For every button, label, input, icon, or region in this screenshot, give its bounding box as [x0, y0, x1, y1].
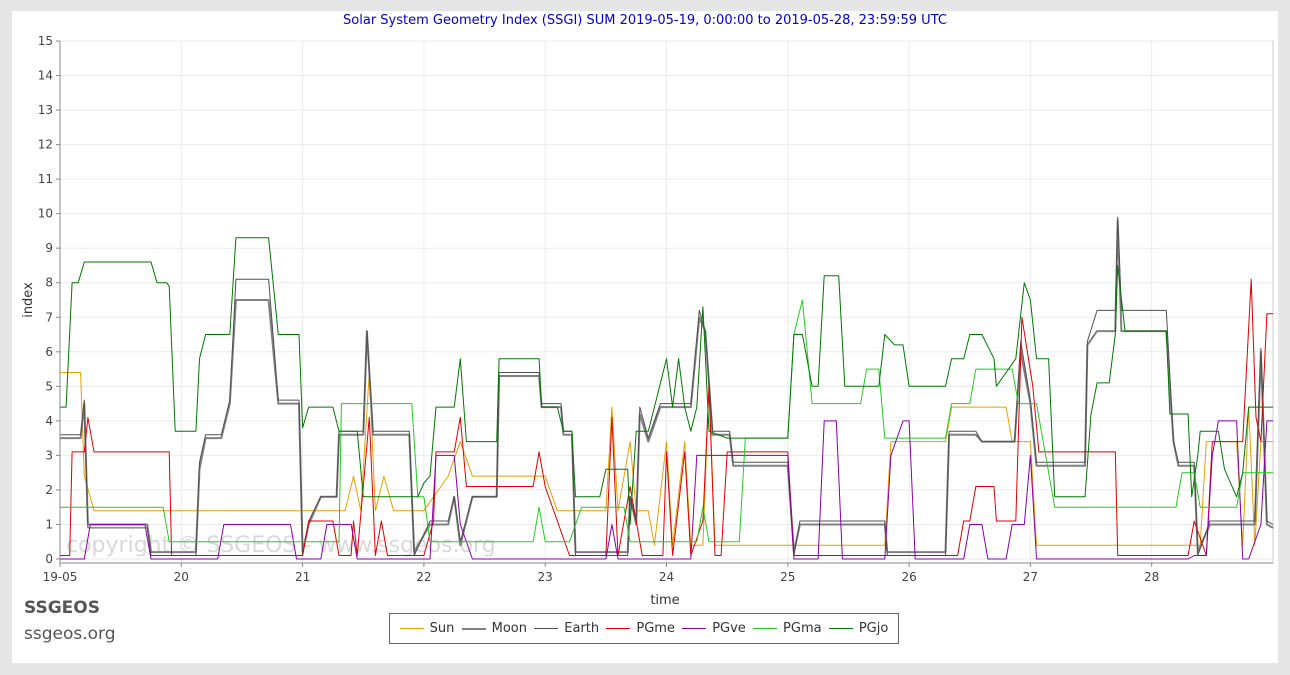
brand-url[interactable]: ssgeos.org	[24, 624, 116, 644]
x-tick-label: 20	[174, 570, 189, 584]
x-tick-label: 23	[538, 570, 553, 584]
y-tick-label: 12	[38, 138, 53, 152]
y-tick-label: 10	[38, 207, 53, 221]
x-tick-label: 26	[901, 570, 916, 584]
legend-swatch	[399, 628, 424, 629]
x-axis-title: time	[650, 593, 679, 608]
y-tick-label: 6	[45, 345, 53, 359]
x-tick-label: 19-05	[43, 570, 78, 584]
legend-item-moon: Moon	[461, 621, 527, 636]
chart-panel	[12, 11, 1278, 663]
chart-title: Solar System Geometry Index (SSGI) SUM 2…	[343, 13, 947, 28]
y-tick-label: 1	[45, 517, 53, 531]
legend-label: PGme	[636, 621, 675, 636]
x-tick-label: 24	[659, 570, 674, 584]
y-tick-label: 4	[45, 414, 53, 428]
legend-label: PGjo	[858, 621, 889, 636]
y-tick-label: 5	[45, 379, 53, 393]
legend-swatch	[534, 628, 559, 629]
y-tick-label: 11	[38, 172, 53, 186]
y-tick-label: 14	[38, 69, 53, 83]
y-tick-label: 0	[45, 552, 53, 566]
legend-item-pgma: PGma	[753, 621, 822, 636]
y-axis-title: index	[21, 282, 36, 318]
x-tick-label: 22	[416, 570, 431, 584]
series-lines	[60, 216, 1274, 560]
legend-label: Moon	[491, 621, 527, 636]
series-line-pgve	[60, 420, 1273, 560]
legend-item-pgve: PGve	[682, 621, 746, 636]
y-tick-label: 8	[45, 276, 53, 290]
legend-swatch	[682, 628, 707, 629]
legend-item-sun: Sun	[399, 621, 455, 636]
y-tick-label: 15	[38, 34, 53, 48]
x-tick-label: 21	[295, 570, 310, 584]
legend-label: PGve	[712, 621, 746, 636]
series-line-pgjo	[60, 237, 1273, 525]
y-tick-label: 13	[38, 103, 53, 117]
y-tick-label: 9	[45, 241, 53, 255]
legend-swatch	[753, 628, 778, 629]
legend-item-pgjo: PGjo	[828, 621, 889, 636]
brand-name: SSGEOS	[24, 598, 100, 618]
x-tick-label: 28	[1144, 570, 1159, 584]
series-line-moon	[60, 219, 1274, 554]
legend: Sun Moon Earth PGme PGve PGma PGjo	[389, 613, 899, 644]
x-tick-label: 27	[1023, 570, 1038, 584]
legend-label: Earth	[564, 621, 600, 636]
legend-swatch	[828, 628, 853, 629]
legend-label: Sun	[429, 621, 455, 636]
x-tick-label: 25	[780, 570, 795, 584]
legend-item-earth: Earth	[534, 621, 599, 636]
grid	[59, 40, 1274, 564]
series-line-sun	[60, 372, 1273, 546]
y-tick-label: 7	[45, 310, 53, 324]
y-tick-label: 3	[45, 448, 53, 462]
legend-item-pgme: PGme	[606, 621, 675, 636]
series-line-earth	[60, 216, 1274, 556]
legend-swatch	[461, 627, 486, 630]
legend-swatch	[606, 628, 631, 629]
legend-label: PGma	[783, 621, 822, 636]
y-tick-label: 2	[45, 483, 53, 497]
